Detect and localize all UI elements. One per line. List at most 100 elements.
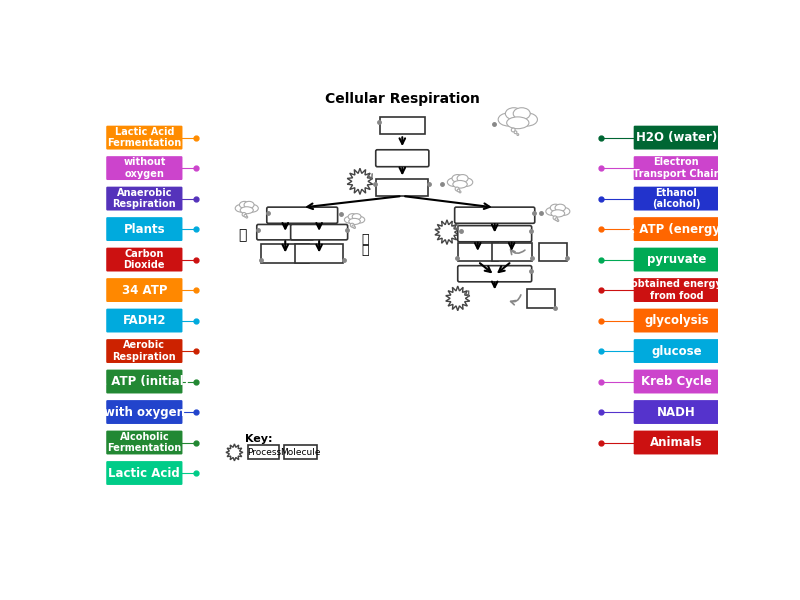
FancyBboxPatch shape xyxy=(106,308,182,332)
Ellipse shape xyxy=(514,108,530,119)
Text: Process: Process xyxy=(246,448,281,457)
Ellipse shape xyxy=(447,178,461,187)
Circle shape xyxy=(555,218,558,221)
Text: Key:: Key: xyxy=(246,434,273,443)
FancyBboxPatch shape xyxy=(634,156,719,180)
Ellipse shape xyxy=(506,117,529,128)
Circle shape xyxy=(352,225,354,228)
Text: Lactic Acid: Lactic Acid xyxy=(109,467,180,479)
Text: Lactic Acid
Fermentation: Lactic Acid Fermentation xyxy=(107,127,182,148)
Text: 2 ATP (energy): 2 ATP (energy) xyxy=(627,223,726,236)
FancyBboxPatch shape xyxy=(106,248,182,272)
Text: Aerobic
Respiration: Aerobic Respiration xyxy=(113,340,176,362)
FancyBboxPatch shape xyxy=(106,461,182,485)
Ellipse shape xyxy=(240,207,254,214)
FancyBboxPatch shape xyxy=(634,339,719,363)
FancyBboxPatch shape xyxy=(454,207,534,223)
Circle shape xyxy=(553,216,557,220)
Ellipse shape xyxy=(347,215,362,223)
FancyBboxPatch shape xyxy=(106,125,182,149)
FancyBboxPatch shape xyxy=(634,370,719,394)
Circle shape xyxy=(511,128,515,132)
Polygon shape xyxy=(347,168,373,194)
FancyBboxPatch shape xyxy=(295,244,343,263)
FancyBboxPatch shape xyxy=(634,217,719,241)
Text: Alcoholic
Fermentation: Alcoholic Fermentation xyxy=(107,432,182,454)
FancyBboxPatch shape xyxy=(458,226,532,242)
Circle shape xyxy=(350,223,354,227)
Ellipse shape xyxy=(349,218,360,224)
Text: Molecule: Molecule xyxy=(281,448,321,457)
FancyBboxPatch shape xyxy=(539,243,567,262)
FancyBboxPatch shape xyxy=(634,248,719,272)
FancyBboxPatch shape xyxy=(380,118,425,134)
Ellipse shape xyxy=(551,210,565,217)
Text: 🌽: 🌽 xyxy=(238,228,246,242)
Ellipse shape xyxy=(549,205,566,216)
FancyBboxPatch shape xyxy=(106,370,182,394)
FancyBboxPatch shape xyxy=(634,278,719,302)
Text: Cellular Respiration: Cellular Respiration xyxy=(325,92,480,106)
Ellipse shape xyxy=(459,178,473,187)
Circle shape xyxy=(246,216,248,218)
Text: FADH2: FADH2 xyxy=(122,314,166,327)
Text: without
oxygen: without oxygen xyxy=(123,157,166,179)
Text: pyruvate: pyruvate xyxy=(646,253,706,266)
Ellipse shape xyxy=(550,204,561,211)
Text: obtained energy
from food: obtained energy from food xyxy=(631,279,722,301)
FancyBboxPatch shape xyxy=(106,217,182,241)
Ellipse shape xyxy=(498,113,519,126)
FancyBboxPatch shape xyxy=(106,278,182,302)
FancyBboxPatch shape xyxy=(634,187,719,211)
FancyBboxPatch shape xyxy=(376,179,429,196)
Ellipse shape xyxy=(457,175,468,182)
FancyBboxPatch shape xyxy=(266,207,338,223)
Circle shape xyxy=(242,212,246,217)
Text: 🦌: 🦌 xyxy=(362,244,369,257)
FancyBboxPatch shape xyxy=(458,266,532,282)
Text: glucose: glucose xyxy=(651,344,702,358)
FancyBboxPatch shape xyxy=(106,156,182,180)
FancyBboxPatch shape xyxy=(634,431,719,454)
Ellipse shape xyxy=(235,205,247,212)
Text: 34 ATP: 34 ATP xyxy=(122,284,167,296)
FancyBboxPatch shape xyxy=(290,224,348,240)
Circle shape xyxy=(457,189,460,192)
FancyBboxPatch shape xyxy=(634,125,719,149)
Circle shape xyxy=(455,187,459,191)
Ellipse shape xyxy=(238,203,255,212)
Circle shape xyxy=(354,227,355,229)
FancyBboxPatch shape xyxy=(634,308,719,332)
Circle shape xyxy=(517,134,518,136)
Text: Anaerobic
Respiration: Anaerobic Respiration xyxy=(113,188,176,209)
Circle shape xyxy=(244,214,246,217)
Polygon shape xyxy=(226,444,243,461)
Ellipse shape xyxy=(348,214,357,220)
Text: with oxygen: with oxygen xyxy=(104,406,185,419)
FancyBboxPatch shape xyxy=(106,400,182,424)
Text: 👫: 👫 xyxy=(362,233,369,247)
Text: Plants: Plants xyxy=(123,223,165,236)
Circle shape xyxy=(514,131,517,134)
Ellipse shape xyxy=(557,208,570,215)
Text: 2 ATP (initial): 2 ATP (initial) xyxy=(99,375,190,388)
Polygon shape xyxy=(446,286,470,311)
Text: Carbon
Dioxide: Carbon Dioxide xyxy=(123,249,165,271)
Circle shape xyxy=(459,191,461,193)
Text: Animals: Animals xyxy=(650,436,702,449)
Ellipse shape xyxy=(450,176,470,187)
Ellipse shape xyxy=(503,110,532,127)
FancyBboxPatch shape xyxy=(458,243,498,262)
Ellipse shape xyxy=(354,217,365,223)
Text: Kreb Cycle: Kreb Cycle xyxy=(641,375,712,388)
FancyBboxPatch shape xyxy=(106,431,182,454)
Ellipse shape xyxy=(555,204,566,211)
FancyBboxPatch shape xyxy=(257,224,314,240)
Ellipse shape xyxy=(344,217,355,223)
Ellipse shape xyxy=(244,202,254,208)
Ellipse shape xyxy=(517,113,538,126)
Ellipse shape xyxy=(239,202,250,208)
FancyBboxPatch shape xyxy=(262,244,309,263)
Ellipse shape xyxy=(352,214,361,220)
Polygon shape xyxy=(435,220,459,244)
